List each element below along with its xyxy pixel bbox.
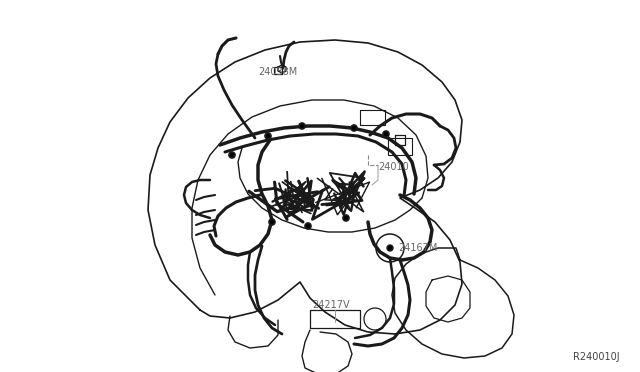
Text: R240010J: R240010J xyxy=(573,352,620,362)
Circle shape xyxy=(269,219,275,225)
Text: 24217V: 24217V xyxy=(312,300,349,310)
Circle shape xyxy=(305,223,311,229)
Circle shape xyxy=(229,152,235,158)
Circle shape xyxy=(299,123,305,129)
Text: 24038M: 24038M xyxy=(258,67,297,77)
Circle shape xyxy=(351,125,357,131)
Circle shape xyxy=(387,245,393,251)
Text: 24010: 24010 xyxy=(378,162,409,172)
Circle shape xyxy=(343,215,349,221)
Text: 24167M: 24167M xyxy=(398,243,437,253)
Circle shape xyxy=(265,133,271,139)
Circle shape xyxy=(383,131,389,137)
